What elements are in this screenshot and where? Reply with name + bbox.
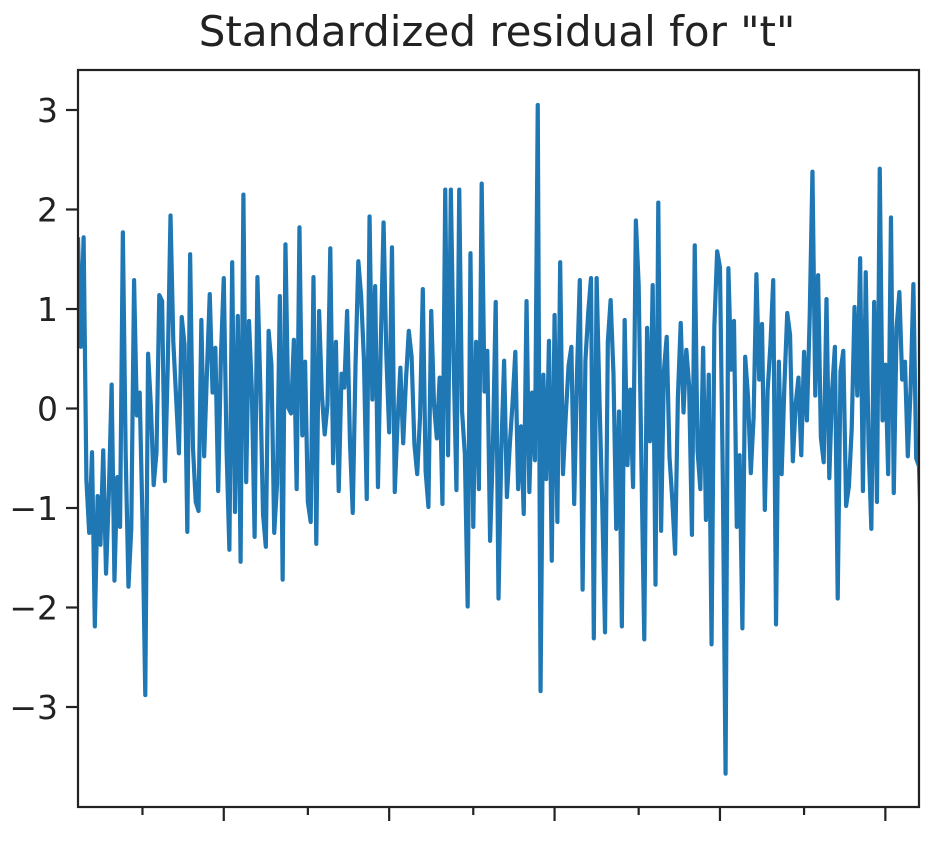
y-tick-label: 0	[37, 390, 58, 429]
x-axis	[141, 807, 887, 821]
y-tick-label: −3	[9, 688, 58, 727]
plot-frame	[76, 68, 921, 809]
y-tick-label: 1	[37, 290, 58, 329]
series-layer	[78, 102, 919, 776]
y-tick-label: 3	[37, 91, 58, 130]
chart-title: Standardized residual for "t"	[199, 7, 796, 56]
y-axis: 3 2 1 0 −1 −2 −3	[9, 91, 78, 727]
y-tick-label: −1	[9, 489, 58, 528]
y-tick-label: −2	[9, 589, 58, 628]
y-tick-label: 2	[37, 191, 58, 230]
series-line-0	[78, 102, 919, 776]
